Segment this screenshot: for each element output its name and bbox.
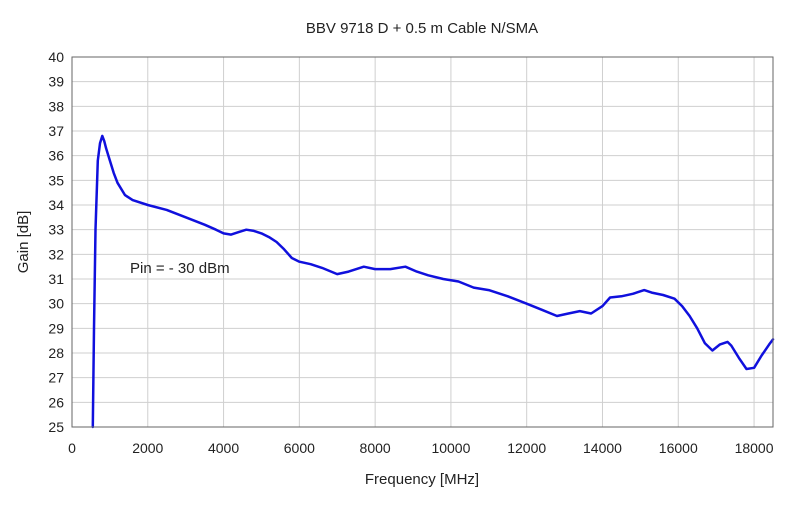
y-tick-label: 31: [48, 271, 64, 287]
grid: [71, 56, 773, 428]
x-axis-ticks: 0 2000 4000 6000 8000 10000 12000 14000 16000 180…: [68, 440, 774, 456]
y-tick-label: 28: [48, 345, 64, 361]
x-tick-label: 4000: [208, 440, 239, 456]
gain-series-line: [91, 134, 775, 429]
y-tick-label: 38: [48, 98, 64, 114]
x-tick-label: 16000: [659, 440, 698, 456]
y-tick-label: 27: [48, 370, 64, 386]
x-axis-title: Frequency [MHz]: [365, 471, 479, 488]
x-tick-label: 10000: [431, 440, 470, 456]
y-tick-label: 30: [48, 296, 64, 312]
y-tick-label: 40: [48, 49, 64, 65]
y-axis-ticks: 25 26 27 28 29 30 31 32 33 34 35 36 37 38 39 40: [48, 49, 64, 435]
y-tick-label: 35: [48, 172, 64, 188]
y-tick-label: 32: [48, 246, 64, 262]
x-tick-label: 8000: [360, 440, 391, 456]
y-tick-label: 37: [48, 123, 64, 139]
y-tick-label: 33: [48, 222, 64, 238]
x-tick-label: 2000: [132, 440, 163, 456]
x-tick-label: 6000: [284, 440, 315, 456]
plot-area: [72, 57, 773, 427]
x-tick-label: 12000: [507, 440, 546, 456]
y-tick-label: 39: [48, 74, 64, 90]
x-tick-label: 0: [68, 440, 76, 456]
y-tick-label: 34: [48, 197, 64, 213]
x-tick-label: 18000: [735, 440, 774, 456]
chart-title: BBV 9718 D + 0.5 m Cable N/SMA: [306, 20, 538, 37]
y-tick-label: 25: [48, 419, 64, 435]
y-axis-title: Gain [dB]: [15, 211, 32, 274]
plot-frame: [71, 56, 774, 428]
y-tick-label: 36: [48, 148, 64, 164]
y-tick-label: 26: [48, 394, 64, 410]
series-layer: [91, 134, 775, 429]
x-tick-label: 14000: [583, 440, 622, 456]
y-tick-label: 29: [48, 320, 64, 336]
input-power-annotation: Pin = - 30 dBm: [130, 260, 230, 277]
